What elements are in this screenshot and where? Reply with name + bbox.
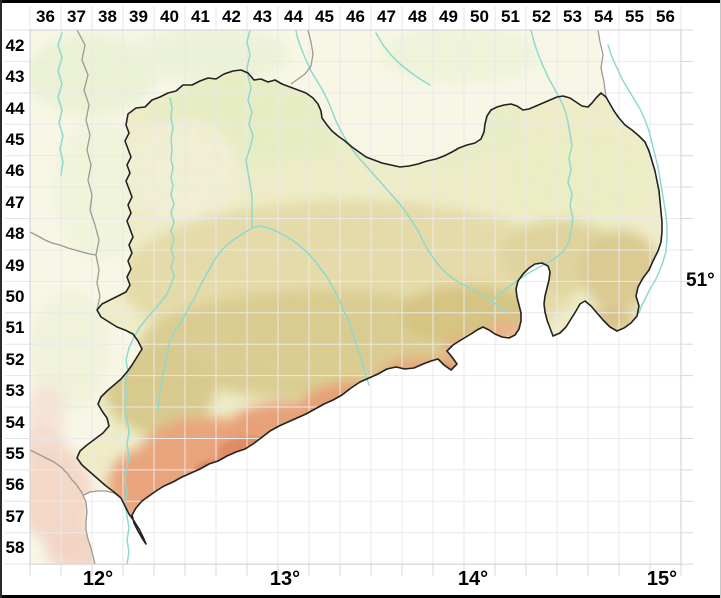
row-label: 52 bbox=[5, 349, 25, 369]
row-label: 44 bbox=[5, 98, 25, 118]
column-label: 39 bbox=[129, 7, 148, 26]
rivers bbox=[57, 30, 668, 565]
column-header-row: 36 37 38 39 40 41 42 43 44 45 46 47 48 49 50 51 52 53 54 55… bbox=[30, 3, 681, 30]
river-elbe bbox=[295, 30, 507, 313]
border-brandenburg-saxony-anhalt bbox=[290, 30, 314, 85]
column-label: 42 bbox=[222, 7, 241, 26]
river-freiberger-mulde bbox=[251, 225, 370, 386]
longitude-label-12: 12° bbox=[82, 568, 114, 590]
river-saale bbox=[57, 32, 64, 176]
saxony-boundary bbox=[76, 69, 663, 545]
border-bavaria-czech bbox=[30, 449, 96, 565]
map-content bbox=[30, 30, 681, 565]
latitude-label-51: 51° bbox=[686, 270, 715, 291]
longitude-label-15: 15° bbox=[646, 568, 678, 590]
column-label: 37 bbox=[67, 7, 86, 26]
row-label: 57 bbox=[5, 506, 25, 526]
row-label: 51 bbox=[5, 318, 25, 338]
column-label: 38 bbox=[98, 7, 117, 26]
column-label: 47 bbox=[377, 7, 396, 26]
row-label: 47 bbox=[5, 192, 25, 212]
column-label: 49 bbox=[439, 7, 458, 26]
border-brandenburg-poland bbox=[597, 30, 607, 98]
mtb-grid-lines bbox=[30, 30, 681, 565]
column-label: 52 bbox=[532, 7, 551, 26]
row-label: 49 bbox=[5, 255, 25, 275]
longitude-label-13: 13° bbox=[269, 568, 301, 590]
column-label: 36 bbox=[36, 7, 55, 26]
frame-top-border bbox=[0, 0, 721, 3]
river-spree bbox=[494, 30, 574, 299]
column-label: 41 bbox=[191, 7, 210, 26]
column-label: 45 bbox=[315, 7, 334, 26]
row-label: 53 bbox=[5, 381, 25, 401]
column-label: 40 bbox=[160, 7, 179, 26]
column-label: 48 bbox=[408, 7, 427, 26]
column-label: 43 bbox=[253, 7, 272, 26]
row-label: 58 bbox=[5, 538, 25, 558]
border-thuringia-west bbox=[30, 231, 97, 256]
row-label: 56 bbox=[5, 475, 25, 495]
river-weisse-elster bbox=[124, 97, 175, 565]
row-label: 55 bbox=[5, 443, 25, 463]
row-label: 50 bbox=[5, 286, 25, 306]
row-label: 48 bbox=[5, 224, 25, 244]
column-label: 50 bbox=[470, 7, 489, 26]
frame-bottom-border bbox=[0, 595, 721, 598]
column-label: 55 bbox=[625, 7, 644, 26]
foreign-territory bbox=[84, 30, 681, 564]
column-label: 54 bbox=[594, 7, 613, 26]
row-label: 46 bbox=[5, 161, 25, 181]
map-area-edge bbox=[29, 29, 682, 565]
column-label: 44 bbox=[284, 7, 303, 26]
row-label: 42 bbox=[5, 35, 25, 55]
river-mulde bbox=[157, 30, 254, 411]
border-saxony-anhalt-thuringia bbox=[76, 30, 101, 311]
longitude-label-14: 14° bbox=[457, 568, 489, 590]
column-label: 51 bbox=[501, 7, 520, 26]
row-label: 43 bbox=[5, 67, 25, 87]
row-label: 45 bbox=[5, 129, 25, 149]
river-neisse bbox=[607, 44, 668, 314]
row-label: 54 bbox=[5, 412, 25, 432]
state-borders bbox=[30, 30, 607, 565]
river-schwarze-elster bbox=[375, 32, 431, 86]
frame-left-border bbox=[0, 0, 2, 598]
column-label: 56 bbox=[656, 7, 675, 26]
column-label: 46 bbox=[346, 7, 365, 26]
row-label-column: 42 43 44 45 46 47 48 49 50 51 52 53 54 55 56 57 58 bbox=[0, 30, 30, 564]
column-label: 53 bbox=[563, 7, 582, 26]
margin-ticks bbox=[5, 6, 693, 577]
